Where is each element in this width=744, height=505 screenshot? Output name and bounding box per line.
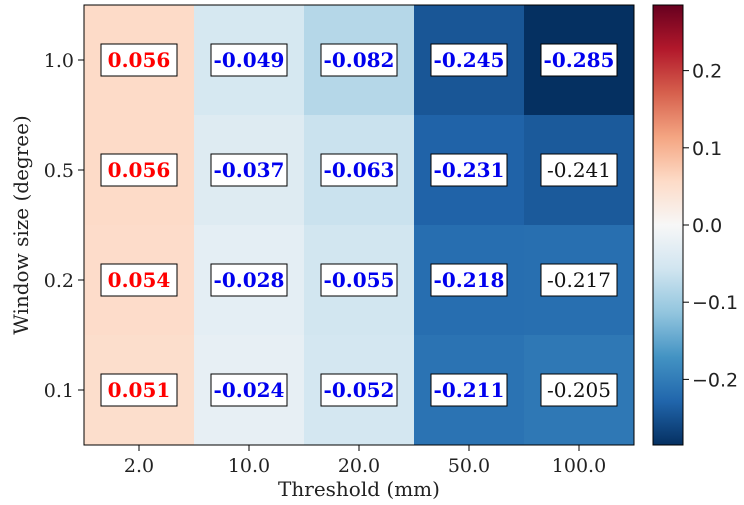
cell-label-box bbox=[100, 373, 178, 407]
cell-value-label: -0.205 bbox=[547, 378, 611, 402]
cell-value-label: -0.217 bbox=[547, 268, 611, 292]
cell-value-label: 0.056 bbox=[108, 158, 171, 182]
cell-value-label: -0.055 bbox=[324, 268, 395, 292]
cell-value-label: -0.063 bbox=[324, 158, 395, 182]
cell-label-box bbox=[210, 153, 288, 187]
cell-value-label: -0.052 bbox=[324, 378, 395, 402]
cell-label-box bbox=[540, 373, 618, 407]
cell-value-label: -0.024 bbox=[214, 378, 285, 402]
cell-value-label: -0.037 bbox=[214, 158, 285, 182]
cell-label-box bbox=[320, 153, 398, 187]
x-tick-label: 50.0 bbox=[448, 455, 490, 477]
cell-value-label: 0.054 bbox=[108, 268, 171, 292]
cell-value-label: -0.082 bbox=[324, 48, 395, 72]
cell-value-label: -0.245 bbox=[434, 48, 505, 72]
cell-label-box bbox=[540, 263, 618, 297]
colorbar-tick-label: 0.1 bbox=[692, 138, 722, 160]
cell-value-label: -0.231 bbox=[434, 158, 505, 182]
colorbar-tick-label: −0.2 bbox=[692, 369, 738, 391]
y-tick-label: 0.1 bbox=[44, 380, 74, 402]
cell-label-box bbox=[210, 43, 288, 77]
colorbar bbox=[652, 4, 684, 446]
y-tick-label: 1.0 bbox=[44, 50, 74, 72]
x-tick-label: 20.0 bbox=[338, 455, 380, 477]
cell-label-box bbox=[430, 43, 508, 77]
cell-label-box bbox=[540, 43, 618, 77]
cell-value-label: -0.285 bbox=[544, 48, 615, 72]
cell-label-box bbox=[320, 373, 398, 407]
x-axis-ticks: 2.0 10.0 20.0 50.0 100.0 bbox=[124, 445, 606, 477]
cell-value-label: 0.051 bbox=[108, 378, 171, 402]
cell-label-box bbox=[210, 373, 288, 407]
cell-label-box bbox=[100, 153, 178, 187]
cell-labels: 0.056 -0.049 -0.082 -0.245 -0.285 0.056 -0.037… bbox=[100, 43, 618, 407]
colorbar-tick-label: 0.0 bbox=[692, 215, 722, 237]
cell-label-box bbox=[430, 153, 508, 187]
colorbar-tick-label: 0.2 bbox=[692, 61, 722, 83]
cell-label-box bbox=[540, 153, 618, 187]
colorbar-tick-label: −0.1 bbox=[692, 292, 738, 314]
y-tick-label: 0.5 bbox=[44, 160, 74, 182]
x-tick-label: 10.0 bbox=[228, 455, 270, 477]
y-axis-ticks: 1.0 0.5 0.2 0.1 bbox=[44, 50, 84, 402]
cell-label-box bbox=[210, 263, 288, 297]
cell-label-box bbox=[100, 263, 178, 297]
cell-value-label: -0.211 bbox=[434, 378, 505, 402]
cell-label-box bbox=[320, 43, 398, 77]
cell-value-label: -0.241 bbox=[547, 158, 611, 182]
cell-value-label: -0.218 bbox=[434, 268, 505, 292]
cell-label-box bbox=[430, 373, 508, 407]
x-tick-label: 100.0 bbox=[552, 455, 606, 477]
cell-label-box bbox=[430, 263, 508, 297]
y-tick-label: 0.2 bbox=[44, 270, 74, 292]
cell-value-label: -0.049 bbox=[214, 48, 285, 72]
cell-value-label: -0.028 bbox=[214, 268, 285, 292]
x-tick-label: 2.0 bbox=[124, 455, 154, 477]
x-axis-label: Threshold (mm) bbox=[278, 477, 440, 501]
cell-label-box bbox=[100, 43, 178, 77]
cell-value-label: 0.056 bbox=[108, 48, 171, 72]
colorbar-ticks: 0.2 0.1 0.0 −0.1 −0.2 bbox=[683, 61, 738, 391]
y-axis-label: Window size (degree) bbox=[9, 115, 33, 334]
cell-label-box bbox=[320, 263, 398, 297]
